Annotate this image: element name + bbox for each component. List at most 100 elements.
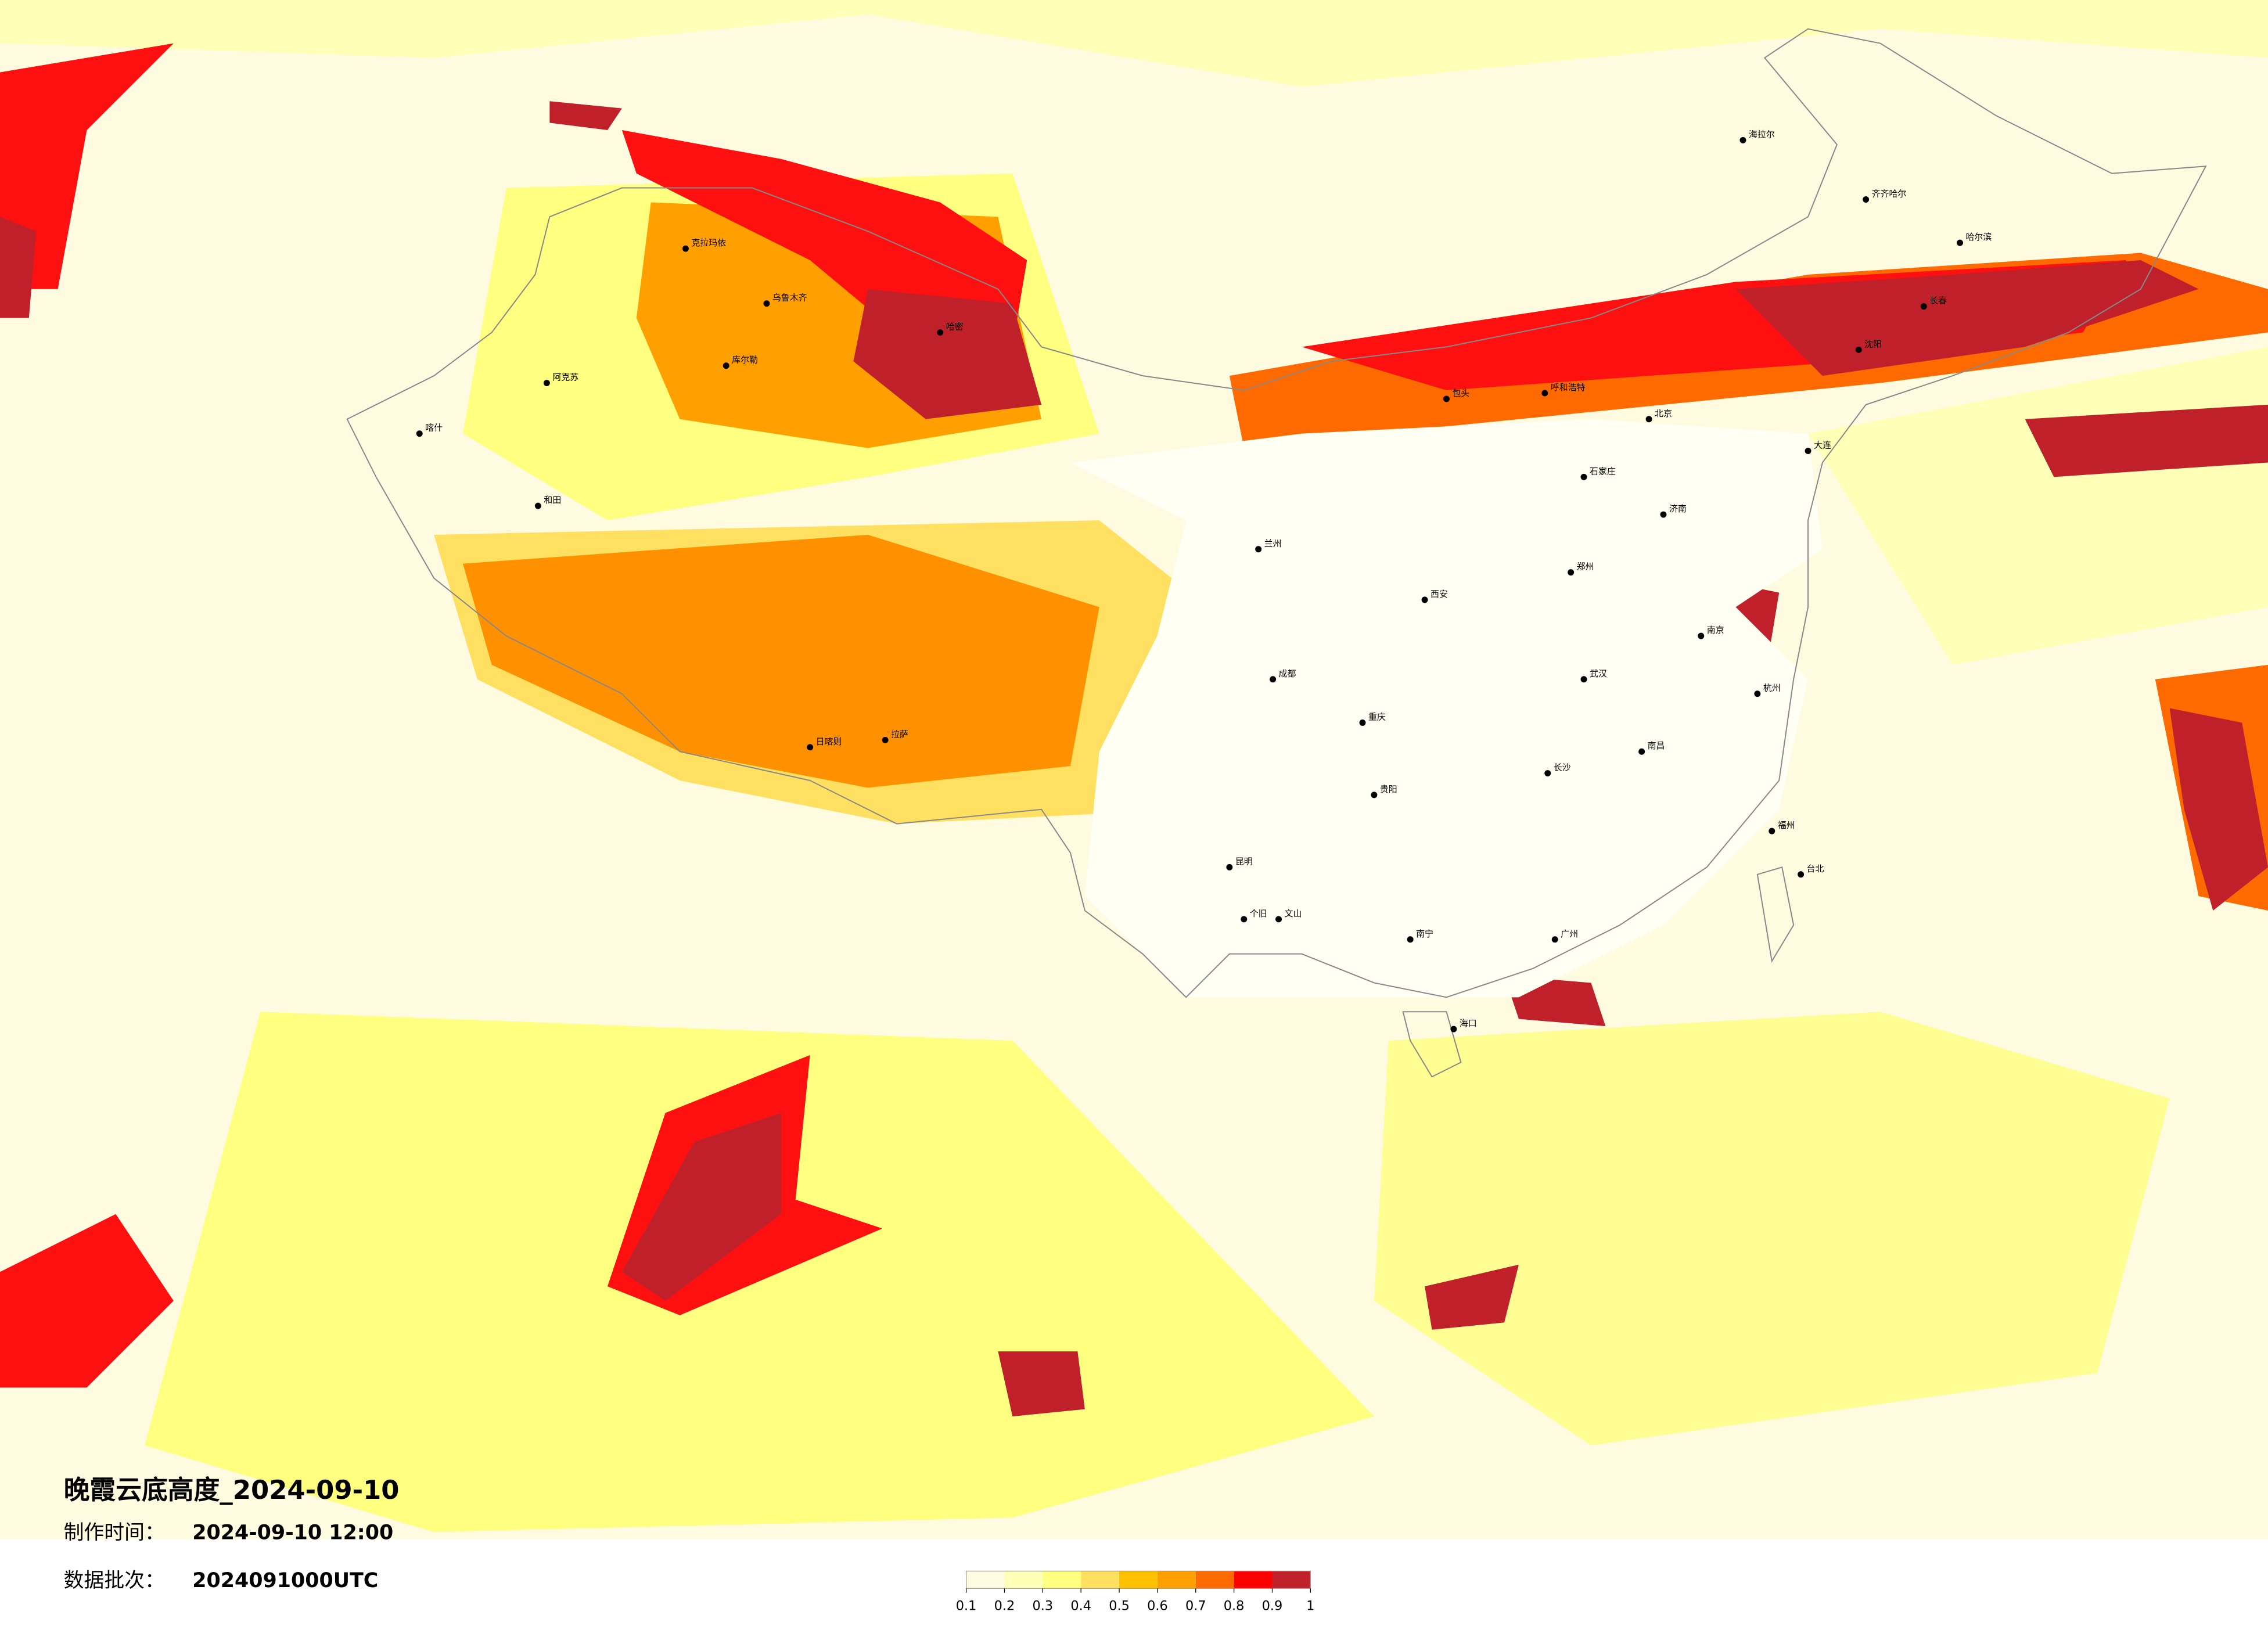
- city-label: 和田: [544, 495, 561, 505]
- city-label: 齐齐哈尔: [1872, 188, 1907, 199]
- city-dot: [807, 744, 814, 751]
- city-label: 日喀则: [816, 736, 842, 747]
- city-dot: [1359, 719, 1366, 726]
- borders: [346, 28, 2207, 1078]
- colorbar-segment: [966, 1571, 1005, 1589]
- colorbar-segment: [1234, 1571, 1273, 1589]
- colorbar-segment: [1081, 1571, 1120, 1589]
- city-dot: [1863, 196, 1870, 203]
- city-dot: [543, 380, 550, 387]
- colorbar-tick-label: 0.3: [1033, 1599, 1054, 1614]
- city-label: 克拉玛依: [691, 238, 726, 248]
- city-label: 南昌: [1648, 740, 1665, 751]
- colorbar-segment: [1004, 1571, 1043, 1589]
- city-dot: [1450, 1026, 1457, 1033]
- city-dot: [1638, 748, 1645, 755]
- city-label: 兰州: [1264, 538, 1282, 549]
- batch-label: 数据批次：: [64, 1569, 165, 1592]
- colorbar-segment: [1157, 1571, 1196, 1589]
- city-label: 大连: [1814, 440, 1831, 451]
- city-dot: [1255, 546, 1262, 553]
- city-dot: [937, 329, 944, 336]
- city-dot: [1739, 136, 1746, 143]
- city-dot: [534, 502, 541, 509]
- city-dot: [1920, 303, 1927, 310]
- map-title: 晚霞云底高度_2024-09-10: [64, 1474, 400, 1505]
- colorbar-frame: [965, 1570, 1311, 1589]
- city-label: 济南: [1669, 503, 1687, 514]
- city-label: 哈密: [946, 321, 964, 332]
- city-label: 包头: [1452, 388, 1469, 398]
- city-label: 北京: [1655, 408, 1672, 419]
- city-label: 文山: [1285, 908, 1302, 919]
- colorbar-tick-label: 0.1: [956, 1599, 977, 1614]
- city-dot: [1798, 871, 1805, 878]
- city-label: 南宁: [1416, 929, 1433, 939]
- city-label: 阿克苏: [552, 372, 578, 383]
- colorbar-segment: [1195, 1571, 1234, 1589]
- city-label: 乌鲁木齐: [772, 293, 807, 303]
- city-label: 台北: [1807, 864, 1824, 874]
- city-dot: [763, 300, 770, 307]
- city-dot: [1645, 416, 1652, 423]
- city-dot: [1371, 792, 1378, 798]
- city-dot: [1580, 676, 1587, 683]
- city-label: 海拉尔: [1749, 129, 1775, 139]
- colorbar-tick-label: 0.4: [1070, 1599, 1091, 1614]
- city-label: 长沙: [1554, 762, 1571, 773]
- colorbar-segment: [1043, 1571, 1081, 1589]
- city-dot: [1660, 511, 1667, 518]
- colorbar-tick-label: 0.5: [1109, 1599, 1130, 1614]
- city-label: 昆明: [1235, 856, 1253, 866]
- city-dot: [416, 430, 423, 437]
- city-dot: [1241, 916, 1248, 923]
- city-dot: [682, 245, 689, 252]
- city-label: 长春: [1929, 296, 1947, 306]
- colorbar: 0.1 0.2 0.3 0.4 0.5 0.6 0.7 0.8 0.9 1: [956, 1570, 1314, 1614]
- city-dot: [1805, 448, 1811, 455]
- made-time: 2024-09-10 12:00: [192, 1521, 393, 1545]
- city-dot: [1551, 936, 1558, 943]
- city-label: 郑州: [1577, 562, 1594, 572]
- city-dot: [1544, 770, 1551, 777]
- city-dot: [1580, 473, 1587, 480]
- city-dot: [1226, 864, 1233, 870]
- city-label: 库尔勒: [732, 355, 758, 365]
- city-dot: [1698, 632, 1705, 639]
- colorbar-tick-label: 0.7: [1185, 1599, 1206, 1614]
- city-dot: [1270, 676, 1277, 683]
- city-label: 重庆: [1368, 711, 1386, 722]
- city-dot: [1568, 569, 1575, 576]
- city-dot: [723, 362, 729, 369]
- colorbar-segment: [1119, 1571, 1158, 1589]
- city-label: 石家庄: [1590, 466, 1616, 476]
- city-label: 海口: [1460, 1018, 1477, 1028]
- city-dot: [1541, 390, 1548, 397]
- city-label: 拉萨: [891, 729, 908, 739]
- city-label: 个旧: [1250, 908, 1267, 919]
- city-label: 广州: [1561, 929, 1578, 939]
- city-dot: [1769, 828, 1775, 834]
- city-label: 贵阳: [1380, 784, 1397, 794]
- city-label: 成都: [1279, 668, 1296, 679]
- city-label: 武汉: [1590, 668, 1607, 679]
- colorbar-tick-label: 1: [1306, 1599, 1314, 1614]
- city-dot: [1275, 916, 1282, 923]
- city-dot: [882, 736, 889, 743]
- colorbar-tick-label: 0.8: [1224, 1599, 1245, 1614]
- city-dot: [1855, 346, 1862, 353]
- colorbar-tick-label: 0.2: [994, 1599, 1015, 1614]
- city-dot: [1421, 596, 1428, 603]
- city-label: 喀什: [425, 423, 443, 433]
- city-label: 呼和浩特: [1551, 382, 1586, 393]
- city-dot: [1407, 936, 1414, 943]
- city-label: 哈尔滨: [1965, 232, 1992, 242]
- city-label: 杭州: [1763, 683, 1781, 693]
- batch-value: 2024091000UTC: [192, 1569, 378, 1592]
- made-label: 制作时间：: [64, 1521, 165, 1545]
- city-label: 沈阳: [1864, 339, 1882, 349]
- city-label: 南京: [1707, 625, 1724, 635]
